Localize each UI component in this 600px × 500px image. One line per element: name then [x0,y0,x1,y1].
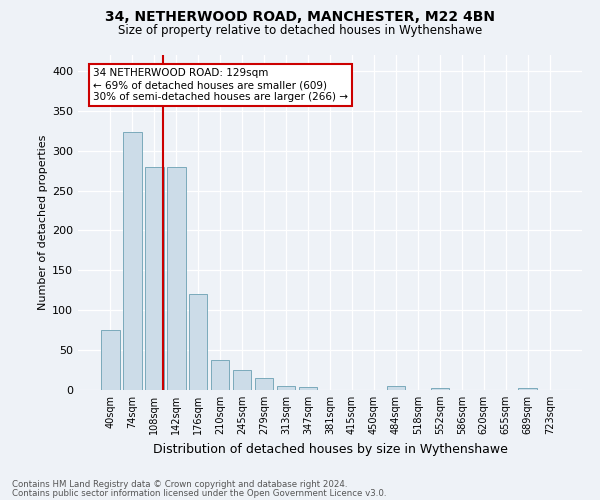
Text: Size of property relative to detached houses in Wythenshawe: Size of property relative to detached ho… [118,24,482,37]
Bar [211,360,229,390]
Text: Contains HM Land Registry data © Crown copyright and database right 2024.: Contains HM Land Registry data © Crown c… [12,480,347,489]
Y-axis label: Number of detached properties: Number of detached properties [38,135,48,310]
Bar [386,386,405,390]
Bar [145,166,164,390]
Bar [189,294,208,390]
Bar [299,387,317,390]
Bar [167,166,185,390]
Bar [255,378,274,390]
Bar [233,370,251,390]
Text: Contains public sector information licensed under the Open Government Licence v3: Contains public sector information licen… [12,488,386,498]
Text: 34, NETHERWOOD ROAD, MANCHESTER, M22 4BN: 34, NETHERWOOD ROAD, MANCHESTER, M22 4BN [105,10,495,24]
Text: 34 NETHERWOOD ROAD: 129sqm
← 69% of detached houses are smaller (609)
30% of sem: 34 NETHERWOOD ROAD: 129sqm ← 69% of deta… [93,68,348,102]
X-axis label: Distribution of detached houses by size in Wythenshawe: Distribution of detached houses by size … [152,442,508,456]
Bar [123,132,142,390]
Bar [431,388,449,390]
Bar [518,388,537,390]
Bar [101,330,119,390]
Bar [277,386,295,390]
